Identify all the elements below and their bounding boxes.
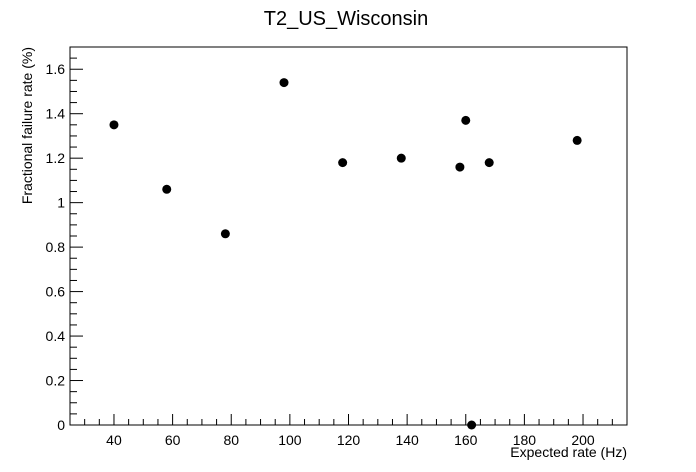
y-axis-title: Fractional failure rate (%) (19, 47, 35, 204)
y-tick-label: 0.4 (46, 328, 66, 344)
data-point (461, 115, 471, 125)
x-axis-title: Expected rate (Hz) (510, 444, 627, 460)
x-tick-label: 40 (106, 432, 122, 448)
data-point (572, 135, 582, 145)
y-tick-label: 0.2 (46, 373, 66, 389)
data-point (484, 158, 494, 168)
y-tick-label: 1.4 (46, 106, 66, 122)
data-point (279, 78, 289, 88)
y-tick-label: 1.6 (46, 61, 66, 77)
y-axis: 0 0.2 0.4 0.6 0.8 1 1.2 1.4 1.6 (46, 46, 83, 433)
data-point (455, 162, 465, 172)
data-point (467, 420, 477, 430)
plot-frame (69, 46, 628, 426)
data-point (220, 229, 230, 239)
x-tick-label: 140 (395, 432, 419, 448)
chart-title: T2_US_Wisconsin (264, 8, 429, 30)
data-point (338, 158, 348, 168)
y-tick-label: 1 (57, 195, 65, 211)
y-tick-label: 0.6 (46, 284, 66, 300)
data-points (109, 78, 582, 430)
x-axis: 40 60 80 100 120 140 160 180 200 (69, 414, 628, 448)
x-tick-label: 60 (165, 432, 181, 448)
x-tick-label: 120 (337, 432, 361, 448)
y-tick-label: 0 (57, 417, 65, 433)
x-tick-label: 80 (223, 432, 239, 448)
x-tick-label: 200 (571, 432, 595, 448)
y-tick-label: 1.2 (46, 150, 66, 166)
x-tick-label: 160 (454, 432, 478, 448)
data-point (396, 153, 406, 163)
x-tick-label: 100 (278, 432, 302, 448)
x-tick-label: 180 (513, 432, 537, 448)
y-tick-label: 0.8 (46, 239, 66, 255)
data-point (162, 184, 172, 194)
data-point (109, 120, 119, 130)
